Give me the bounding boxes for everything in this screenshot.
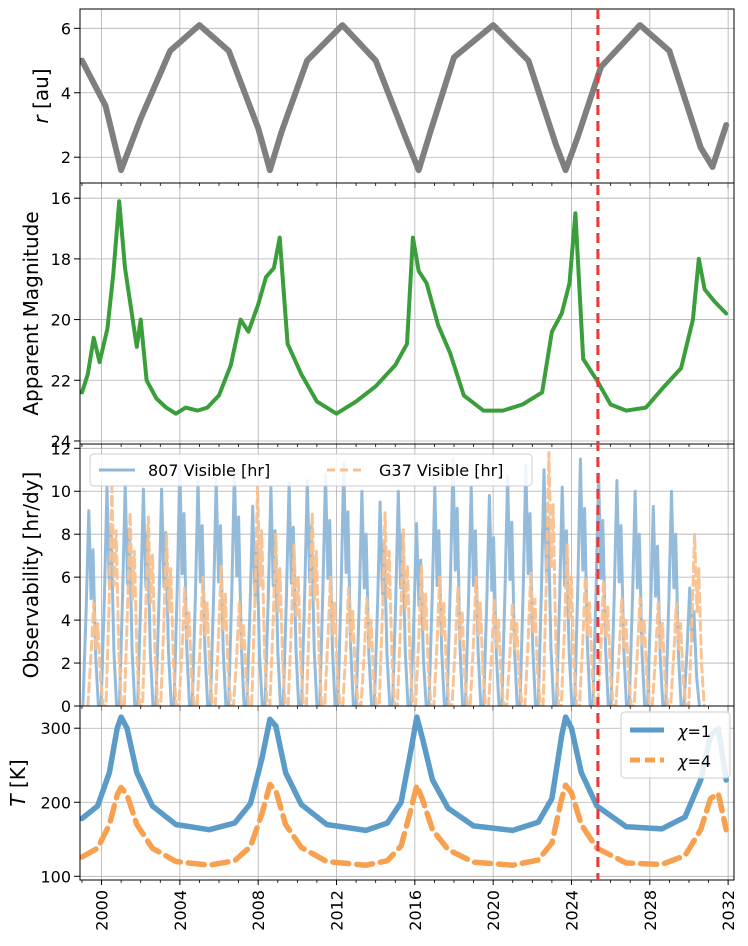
series-group <box>81 451 706 706</box>
y-tick-label: 200 <box>40 793 71 812</box>
legend-label-var: χ <box>677 722 688 741</box>
series-group <box>80 22 730 174</box>
y-tick-label: 10 <box>51 482 71 501</box>
x-tick-label: 2000 <box>93 890 112 931</box>
y-tick-label: 2 <box>61 654 71 673</box>
legend-observability: 807 Visible [hr] G37 Visible [hr] <box>89 453 533 487</box>
legend-label-807: 807 Visible [hr] <box>148 461 270 480</box>
y-label-var: r <box>29 114 53 124</box>
x-axis: 2000 2004 2008 2012 2016 2020 2024 2028 2032 <box>93 890 739 931</box>
x-tick-label: 2028 <box>641 890 660 931</box>
y-tick-label: 8 <box>61 525 71 544</box>
x-tick-label: 2024 <box>562 890 581 931</box>
y-tick-label: 100 <box>40 867 71 886</box>
legend-label-var: χ <box>677 752 688 771</box>
y-label-text: Observability [hr/dy] <box>19 472 43 679</box>
legends: 807 Visible [hr] G37 Visible [hr]χ=1χ=4 <box>89 453 731 779</box>
legend-label-chi1: χ=1 <box>677 722 711 741</box>
series-line-distance-0 <box>80 22 730 174</box>
y-tick-label: 4 <box>61 84 71 103</box>
distance-panel: 2 4 6 <box>61 8 735 188</box>
legend-label-value: =4 <box>687 752 711 771</box>
x-tick-label: 2012 <box>328 890 347 931</box>
y-label-distance: r [au] <box>29 68 53 123</box>
y-label-observability: Observability [hr/dy] <box>19 472 43 679</box>
series-line-807 <box>81 457 701 706</box>
y-tick-label: 12 <box>51 439 71 458</box>
legend-label-g37: G37 Visible [hr] <box>379 461 503 480</box>
x-tick-label: 2008 <box>249 890 268 931</box>
legend-label-value: =1 <box>687 722 711 741</box>
series-group <box>80 199 729 416</box>
series-line-temperature-0 <box>80 714 729 834</box>
y-label-unit: [K] <box>6 759 30 794</box>
y-tick-label: 22 <box>51 371 71 390</box>
y-tick-label: 300 <box>40 719 71 738</box>
legend-label-chi4: χ=4 <box>677 752 711 771</box>
y-label-text: Apparent Magnitude <box>19 211 43 415</box>
y-tick-label: 4 <box>61 611 71 630</box>
y-tick-label: 2 <box>61 148 71 167</box>
series-line-g37 <box>86 451 706 706</box>
x-tick-label: 2016 <box>406 890 425 931</box>
legend-box <box>89 453 533 487</box>
series-line-temperature-1 <box>80 781 729 868</box>
y-tick-label: 24 <box>51 432 71 451</box>
legend-box <box>620 711 731 779</box>
legend-temperature: χ=1χ=4 <box>620 711 731 779</box>
x-tick-label: 2020 <box>484 890 503 931</box>
y-label-temperature: T [K] <box>6 759 30 806</box>
y-tick-label: 6 <box>61 568 71 587</box>
y-tick-label: 16 <box>51 189 71 208</box>
y-tick-label: 18 <box>51 250 71 269</box>
y-tick-label: 0 <box>61 697 71 716</box>
series-group <box>80 714 729 868</box>
axes-frame <box>79 705 735 881</box>
y-tick-label: 20 <box>51 311 71 330</box>
y-label-unit: [au] <box>29 68 53 115</box>
y-label-magnitude: Apparent Magnitude <box>19 211 43 415</box>
magnitude-panel: 16 18 20 22 24 <box>51 182 735 451</box>
series-line-magnitude-0 <box>80 199 729 416</box>
y-label-var: T <box>6 793 30 807</box>
y-tick-label: 6 <box>61 19 71 38</box>
temperature-panel: 100 200 300 <box>40 705 735 886</box>
x-tick-label: 2032 <box>719 890 738 931</box>
y-axis-labels: r [au] Apparent Magnitude Observability [h… <box>6 68 53 806</box>
x-tick-label: 2004 <box>171 890 190 931</box>
